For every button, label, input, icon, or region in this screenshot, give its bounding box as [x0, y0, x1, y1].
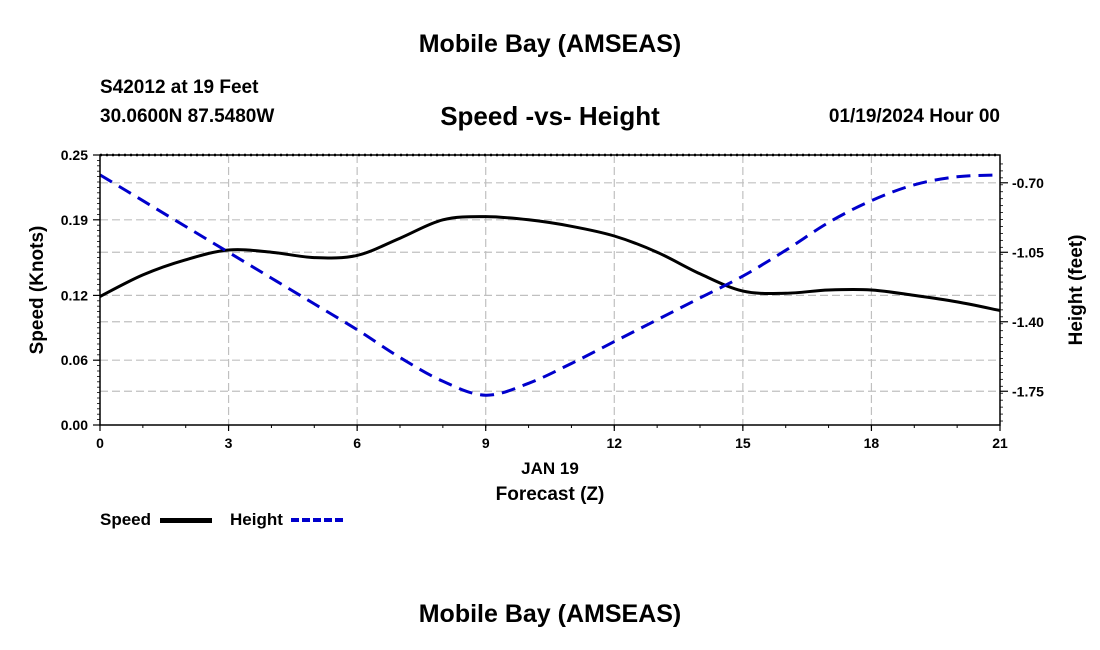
- axis-layer: 0 3 6 9 12 15 18 21 0.00 0.06 0.12 0.19 0.25 -0.70 -1.…: [61, 147, 1044, 451]
- x-axis-date-label: JAN 19: [521, 459, 579, 478]
- x-tick-label: 12: [606, 435, 622, 451]
- y-right-tick-label: -1.05: [1012, 244, 1044, 260]
- legend-speed-label: Speed: [100, 510, 152, 529]
- series-layer: [99, 173, 1001, 397]
- x-tick-label: 9: [482, 435, 490, 451]
- y-left-tick-label: 0.00: [61, 417, 88, 433]
- page-title: Mobile Bay (AMSEAS): [418, 30, 682, 58]
- x-tick-label: 3: [225, 435, 233, 451]
- chart-title: Speed -vs- Height: [440, 101, 660, 131]
- coordinates-label: 30.0600N 87.5480W: [100, 106, 275, 127]
- x-tick-label: 6: [353, 435, 361, 451]
- y-right-tick-label: -0.70: [1012, 175, 1044, 191]
- legend-speed-swatch: [160, 518, 212, 523]
- datetime-label: 01/19/2024 Hour 00: [828, 106, 1000, 127]
- series-height-line: [99, 173, 1001, 397]
- y-axis-left-label: Speed (Knots): [27, 226, 48, 355]
- y-axis-right-label: Height (feet): [1066, 235, 1087, 346]
- station-label: S42012 at 19 Feet: [100, 77, 259, 98]
- y-left-tick-label: 0.12: [61, 287, 88, 303]
- series-speed-line: [99, 215, 1001, 312]
- y-left-tick-label: 0.06: [61, 352, 88, 368]
- y-left-tick-label: 0.19: [61, 212, 88, 228]
- y-right-tick-label: -1.75: [1012, 383, 1044, 399]
- x-axis-label: Forecast (Z): [496, 484, 605, 505]
- legend-height-swatch: [291, 518, 343, 522]
- x-tick-label: 21: [992, 435, 1008, 451]
- y-right-tick-label: -1.40: [1012, 314, 1044, 330]
- x-tick-label: 0: [96, 435, 104, 451]
- y-left-tick-label: 0.25: [61, 147, 88, 163]
- footer-title: Mobile Bay (AMSEAS): [418, 600, 682, 628]
- x-tick-label: 15: [735, 435, 751, 451]
- legend-height-label: Height: [230, 510, 283, 529]
- x-tick-label: 18: [864, 435, 880, 451]
